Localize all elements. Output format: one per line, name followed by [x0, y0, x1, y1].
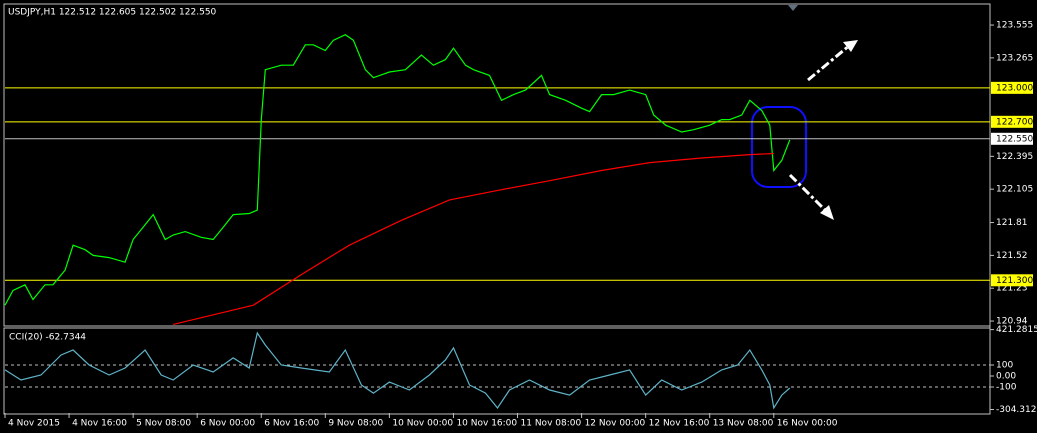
level-label: 121.300: [996, 276, 1033, 286]
y-tick-label: -304.3123: [996, 405, 1037, 415]
x-tick-label: 4 Nov 16:00: [72, 419, 127, 429]
x-tick-label: 16 Nov 00:00: [777, 419, 838, 429]
arrow-head: [843, 40, 858, 52]
x-tick-label: 4 Nov 2015: [8, 419, 60, 429]
x-tick-label: 12 Nov 16:00: [649, 419, 710, 429]
level-tag: [991, 81, 1033, 94]
level-label: 122.700: [996, 117, 1033, 127]
arrows: [788, 43, 851, 215]
x-tick-label: 5 Nov 08:00: [136, 419, 191, 429]
level-label: 123.000: [996, 83, 1033, 93]
y-tick-label: 121.81: [996, 218, 1028, 228]
level-tag: [991, 274, 1033, 287]
highlight: [751, 106, 807, 188]
series-line: [4, 34, 791, 306]
y-tick-label: 120.94: [996, 317, 1028, 327]
shift-marker: [788, 5, 798, 11]
y-tick-label: 122.105: [996, 185, 1033, 195]
x-tick-label: 10 Nov 16:00: [456, 419, 517, 429]
y-tick-label: 0.00: [996, 372, 1016, 382]
x-tick-label: 6 Nov 16:00: [264, 419, 319, 429]
bid-label: 122.550: [996, 134, 1033, 144]
y-tick-label: 421.2815: [996, 325, 1037, 335]
y-tick-label: 122.395: [996, 152, 1033, 162]
y-tick-label: 100: [996, 360, 1013, 370]
x-tick-label: 11 Nov 08:00: [521, 419, 582, 429]
chart-title: USDJPY,H1 122.512 122.605 122.502 122.55…: [8, 8, 217, 18]
cci-panel: [3, 327, 991, 415]
y-tick-label: -100: [996, 383, 1017, 393]
y-tick-label: 121.52: [996, 251, 1028, 261]
x-tick-label: 12 Nov 00:00: [585, 419, 646, 429]
series-line: [173, 152, 774, 325]
y-tick-label: 121.23: [996, 284, 1028, 294]
x-tick-label: 6 Nov 00:00: [200, 419, 255, 429]
series-line: [4, 331, 791, 410]
x-tick-label: 9 Nov 08:00: [328, 419, 383, 429]
level-tag: [991, 115, 1033, 128]
y-tick-label: 123.265: [996, 53, 1033, 63]
x-tick-label: 10 Nov 00:00: [392, 419, 453, 429]
bid-tag: [991, 132, 1033, 145]
x-tick-label: 13 Nov 08:00: [713, 419, 774, 429]
y-tick-label: 123.555: [996, 21, 1033, 31]
arrow-head: [820, 205, 834, 220]
cci-title: CCI(20) -62.7344: [9, 333, 86, 343]
